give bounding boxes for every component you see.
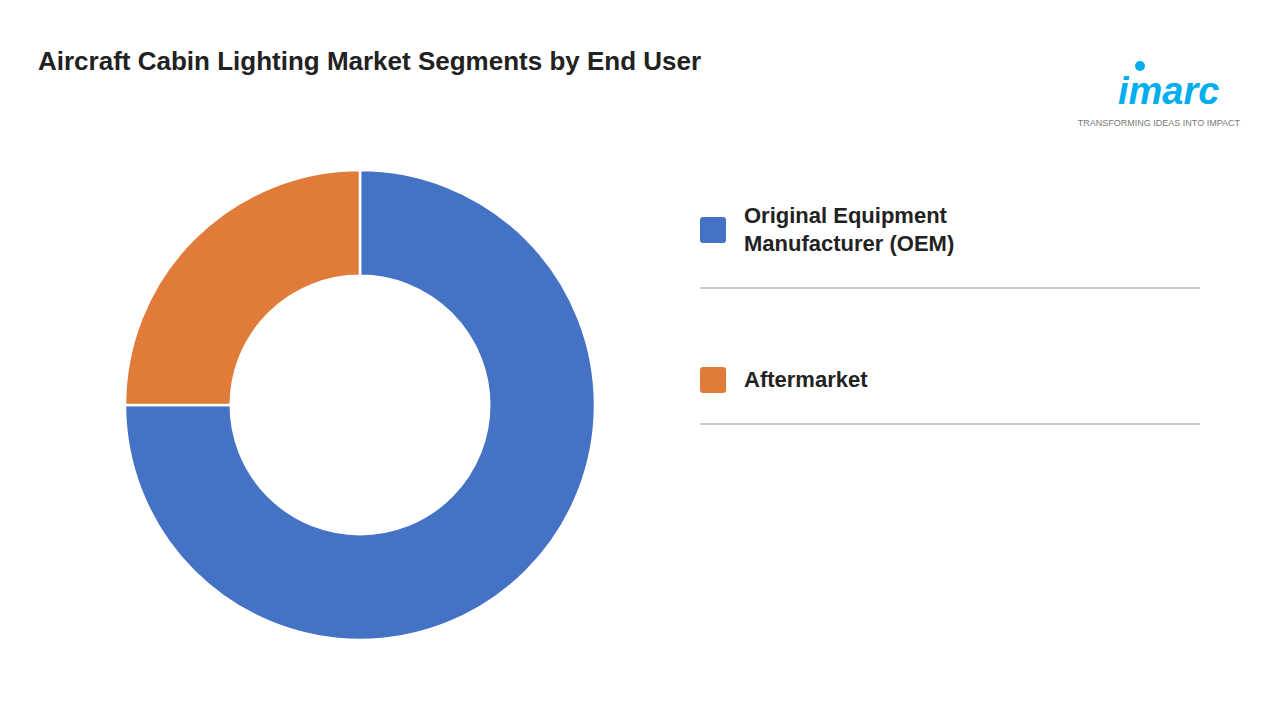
legend: Original Equipment Manufacturer (OEM) Afte… xyxy=(700,203,1200,424)
legend-divider xyxy=(700,288,1200,289)
annotation: TRANSFORMING IDEAS INTO IMPACT xyxy=(1078,118,1241,128)
legend-swatch xyxy=(700,217,726,243)
slice xyxy=(125,170,360,405)
slice xyxy=(125,170,595,640)
legend-swatch xyxy=(700,367,726,393)
chart: Aircraft Cabin Lighting Market Segments … xyxy=(0,0,1280,720)
annotation: imarc xyxy=(1118,70,1219,112)
legend-label-line: Aftermarket xyxy=(744,367,868,392)
legend-label: Original Equipment Manufacturer (OEM) xyxy=(744,203,954,256)
legend-divider xyxy=(700,424,1200,425)
title: Aircraft Cabin Lighting Market Segments … xyxy=(38,46,701,76)
donut xyxy=(125,170,595,640)
legend-label: Aftermarket xyxy=(744,367,868,392)
legend-label-line: Manufacturer (OEM) xyxy=(744,231,954,256)
legend-label-line: Original Equipment xyxy=(744,203,948,228)
chart-container: Aircraft Cabin Lighting Market Segments … xyxy=(0,0,1280,720)
